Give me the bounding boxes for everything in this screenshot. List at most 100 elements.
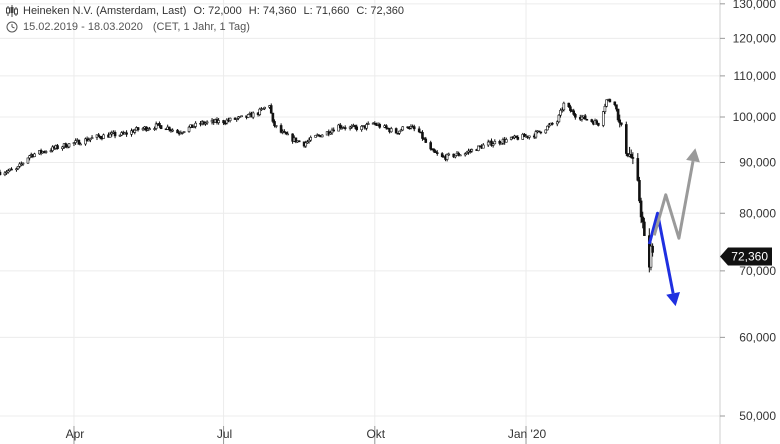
candle-body	[603, 105, 607, 112]
candle	[378, 122, 382, 129]
candle	[625, 121, 628, 157]
candle-body	[204, 122, 207, 125]
candle-body	[447, 153, 451, 156]
candle	[638, 176, 641, 204]
candle-body	[366, 123, 370, 125]
candle-body	[108, 133, 112, 138]
candle-body	[182, 131, 186, 133]
candle-body	[432, 149, 436, 152]
candle-body	[539, 131, 543, 134]
candle-body	[176, 129, 179, 134]
candle	[33, 152, 36, 158]
candle	[74, 138, 77, 145]
candle-body	[309, 137, 312, 141]
candle-body	[125, 132, 128, 135]
candle-body	[217, 120, 220, 123]
candle	[108, 131, 112, 138]
candle-body	[263, 106, 266, 109]
candle-body	[562, 102, 566, 111]
candle	[286, 131, 289, 136]
candle	[641, 211, 645, 229]
candle	[551, 122, 554, 126]
candle-body	[567, 102, 571, 108]
candle-body	[401, 126, 405, 131]
candle	[435, 150, 439, 156]
candle	[498, 139, 502, 146]
candle	[176, 129, 179, 134]
candle	[159, 125, 163, 130]
candle-body	[79, 143, 82, 146]
candle-body	[102, 134, 105, 139]
candlestick-icon[interactable]	[6, 5, 18, 17]
candle-body	[307, 139, 311, 142]
candle-body	[500, 142, 503, 145]
candle	[348, 125, 352, 131]
chart-settings: (CET, 1 Jahr, 1 Tag)	[152, 21, 250, 33]
candle-body	[365, 124, 368, 129]
candle-body	[580, 116, 584, 120]
candle-body	[338, 124, 342, 129]
candle-body	[547, 124, 551, 127]
candle	[649, 239, 653, 271]
candle	[601, 110, 605, 128]
candle	[51, 145, 54, 153]
y-tick-label-1: 60,000	[739, 330, 776, 344]
candle-body	[98, 135, 102, 139]
candle	[16, 165, 20, 171]
candle	[562, 101, 566, 112]
candle	[421, 130, 424, 141]
candle-body	[389, 128, 393, 133]
candle-body	[49, 150, 53, 152]
candle-body	[625, 124, 628, 154]
candle	[294, 137, 298, 144]
chart-header-line-1: Heineken N.V. (Amsterdam, Last) O: 72,00…	[6, 5, 404, 17]
y-tick-label-4: 90,000	[739, 155, 776, 169]
candle	[539, 131, 543, 135]
candle-body	[154, 123, 158, 129]
candle	[192, 126, 196, 129]
candle	[477, 145, 480, 152]
y-tick-label-6: 110,000	[734, 69, 777, 83]
candle	[447, 152, 451, 156]
candle-body	[613, 101, 617, 106]
candle-body	[235, 118, 239, 120]
candle-body	[133, 129, 137, 133]
candle-body	[498, 141, 502, 144]
candle-body	[168, 126, 171, 131]
candle	[66, 144, 69, 149]
candle	[465, 150, 469, 155]
candle-body	[551, 122, 554, 125]
candle	[320, 134, 324, 138]
candle	[136, 127, 140, 132]
x-axis: Apr Jul Okt Jan '20	[66, 426, 547, 444]
candle-body	[493, 141, 497, 145]
candle	[204, 121, 207, 126]
candle-body	[16, 165, 20, 170]
candle	[353, 124, 357, 130]
candle-body	[56, 145, 59, 149]
candle	[559, 108, 562, 118]
candle-body	[15, 168, 18, 171]
candle-body	[585, 118, 589, 121]
candle-body	[490, 140, 493, 146]
candle-body	[385, 125, 388, 129]
candle	[26, 157, 30, 164]
candle-body	[141, 128, 145, 131]
candle	[463, 152, 467, 157]
candle-body	[159, 125, 163, 130]
candle	[102, 133, 105, 139]
candle	[158, 121, 161, 128]
candle	[590, 118, 594, 123]
candle	[629, 149, 633, 159]
candle	[432, 147, 436, 154]
candle-body	[84, 138, 87, 145]
candle	[98, 135, 102, 140]
candle-body	[601, 111, 605, 126]
candle	[597, 122, 600, 127]
candle-body	[279, 125, 283, 133]
candle	[237, 116, 240, 121]
candle-body	[332, 129, 335, 132]
clock-icon[interactable]	[6, 21, 18, 33]
candle-body	[412, 126, 416, 130]
